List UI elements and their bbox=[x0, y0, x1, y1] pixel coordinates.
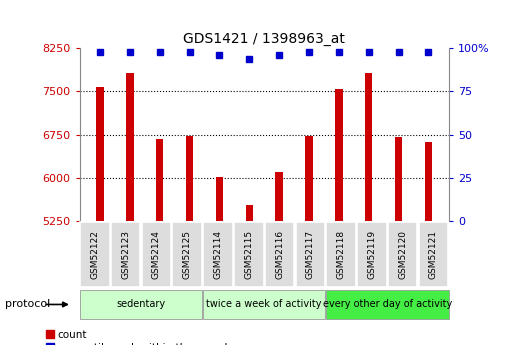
Bar bbox=[234, 222, 264, 287]
Bar bbox=[246, 205, 253, 221]
Bar bbox=[142, 222, 171, 287]
Bar bbox=[335, 89, 343, 221]
Text: twice a week of activity: twice a week of activity bbox=[206, 299, 322, 309]
Bar bbox=[357, 222, 387, 287]
Bar bbox=[305, 136, 313, 221]
Bar bbox=[295, 222, 325, 287]
Bar bbox=[203, 290, 325, 319]
Text: GSM52116: GSM52116 bbox=[275, 230, 284, 279]
Bar bbox=[425, 142, 432, 221]
Bar bbox=[80, 290, 202, 319]
Text: GSM52124: GSM52124 bbox=[152, 230, 161, 279]
Text: GSM52115: GSM52115 bbox=[244, 230, 253, 279]
Bar bbox=[265, 222, 294, 287]
Text: GSM52121: GSM52121 bbox=[429, 230, 438, 279]
Bar bbox=[388, 222, 418, 287]
Bar bbox=[156, 139, 164, 221]
Bar bbox=[186, 136, 193, 221]
Bar bbox=[203, 222, 233, 287]
Bar bbox=[395, 137, 402, 221]
Bar bbox=[126, 73, 133, 221]
Bar bbox=[326, 290, 448, 319]
Text: sedentary: sedentary bbox=[116, 299, 166, 309]
Bar bbox=[80, 222, 110, 287]
Bar bbox=[365, 73, 372, 221]
Text: GSM52118: GSM52118 bbox=[337, 230, 346, 279]
Text: GSM52119: GSM52119 bbox=[367, 230, 377, 279]
Bar bbox=[215, 177, 223, 221]
Bar bbox=[96, 87, 104, 221]
Bar bbox=[172, 222, 202, 287]
Bar bbox=[275, 172, 283, 221]
Text: GSM52117: GSM52117 bbox=[306, 230, 315, 279]
Text: GSM52114: GSM52114 bbox=[213, 230, 223, 279]
Bar bbox=[326, 222, 356, 287]
Text: protocol: protocol bbox=[5, 299, 50, 309]
Text: GSM52123: GSM52123 bbox=[121, 230, 130, 279]
Bar bbox=[111, 222, 141, 287]
Text: every other day of activity: every other day of activity bbox=[323, 299, 452, 309]
Text: GSM52122: GSM52122 bbox=[90, 230, 100, 279]
Title: GDS1421 / 1398963_at: GDS1421 / 1398963_at bbox=[183, 32, 345, 46]
Text: GSM52120: GSM52120 bbox=[398, 230, 407, 279]
Text: GSM52125: GSM52125 bbox=[183, 230, 192, 279]
Bar bbox=[419, 222, 448, 287]
Legend: count, percentile rank within the sample: count, percentile rank within the sample bbox=[46, 329, 233, 345]
